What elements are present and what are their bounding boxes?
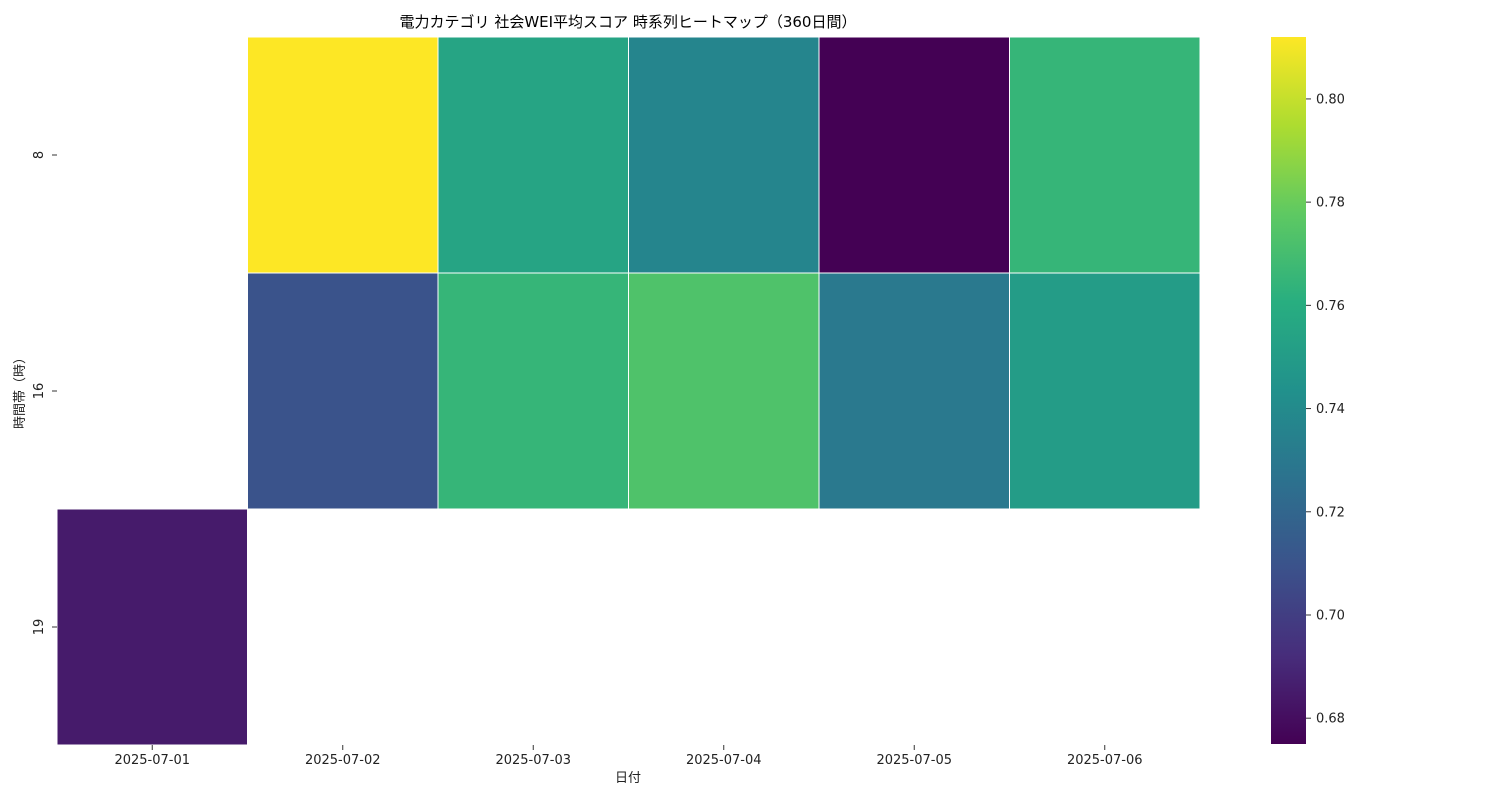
colorbar-tick-label: 0.74 [1316, 402, 1345, 417]
y-tick-label: 8 [32, 151, 47, 159]
chart-title: 電力カテゴリ 社会WEI平均スコア 時系列ヒートマップ（360日間） [400, 13, 857, 31]
heatmap-cell [56, 508, 248, 746]
heatmap-cell [628, 272, 820, 510]
x-tick-label: 2025-07-01 [114, 753, 190, 768]
colorbar-tick-label: 0.72 [1316, 505, 1345, 520]
heatmap-cell [437, 272, 629, 510]
heatmap-cell [247, 36, 439, 274]
heatmap-cell [818, 272, 1010, 510]
colorbar-tick-label: 0.70 [1316, 608, 1345, 623]
colorbar-tick-label: 0.80 [1316, 92, 1345, 107]
x-tick-label: 2025-07-02 [305, 753, 381, 768]
y-tick-label: 16 [32, 383, 47, 400]
heatmap-cell [437, 36, 629, 274]
x-tick-label: 2025-07-03 [495, 753, 571, 768]
x-axis-ticks: 2025-07-01 2025-07-02 2025-07-03 2025-07-04… [114, 745, 1143, 768]
heatmap-cell [247, 272, 439, 510]
colorbar: 0.68 0.70 0.72 0.74 0.76 0.78 0.80 [1271, 37, 1345, 744]
colorbar-gradient [1271, 37, 1306, 744]
x-tick-label: 2025-07-04 [686, 753, 762, 768]
x-axis-label: 日付 [615, 771, 641, 786]
colorbar-ticks: 0.68 0.70 0.72 0.74 0.76 0.78 0.80 [1306, 92, 1345, 727]
heatmap-cell [1009, 272, 1201, 510]
x-tick-label: 2025-07-05 [876, 753, 952, 768]
x-tick-label: 2025-07-06 [1067, 753, 1143, 768]
colorbar-tick-label: 0.68 [1316, 712, 1345, 727]
y-tick-label: 19 [32, 619, 47, 636]
colorbar-tick-label: 0.76 [1316, 299, 1345, 314]
heatmap-cell [1009, 36, 1201, 274]
heatmap-cells [56, 36, 1201, 746]
colorbar-tick-label: 0.78 [1316, 196, 1345, 211]
heatmap-cell [628, 36, 820, 274]
y-axis-ticks: 8 16 19 [32, 151, 57, 635]
heatmap-cell [818, 36, 1010, 274]
y-axis-label: 時間帯（時） [13, 351, 28, 429]
